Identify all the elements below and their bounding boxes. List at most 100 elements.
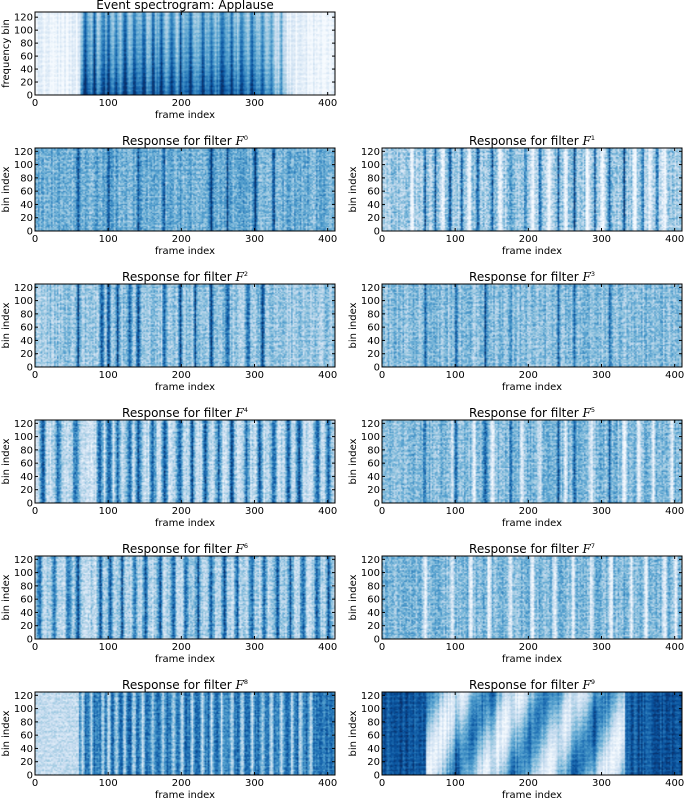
x-tick-label: 0: [32, 98, 38, 109]
x-tick-label: 400: [318, 370, 337, 381]
filter-index: 3: [591, 270, 595, 278]
filter-index: 5: [591, 406, 595, 414]
y-tick-label: 80: [20, 173, 33, 184]
y-tick-label: 100: [14, 296, 33, 307]
y-tick-label: 120: [361, 691, 380, 702]
plot-frame: [381, 147, 683, 232]
chart-title-text: Response for filter: [469, 542, 583, 556]
filter-symbol: F: [582, 406, 592, 420]
chart-f8: Response for filter F80 100 200 300 40002040…: [1, 678, 337, 798]
x-tick-label: 400: [665, 642, 684, 653]
x-tick-label: 400: [318, 98, 337, 109]
y-tick-label: 100: [361, 432, 380, 443]
y-tick-label: 60: [20, 52, 33, 63]
x-tick-label: 400: [318, 642, 337, 653]
y-tick-label: 80: [367, 309, 380, 320]
chart-f3: Response for filter F3 0 100 200 300 400 0 20 40…: [348, 270, 684, 393]
y-tick-label: 80: [367, 581, 380, 592]
heatmap-image: [35, 420, 335, 503]
y-tick-label: 120: [361, 555, 380, 566]
filter-index: 2: [244, 270, 248, 278]
x-tick-label: 400: [665, 506, 684, 517]
y-axis-label: bin index: [1, 710, 12, 756]
y-tick-label: 100: [14, 432, 33, 443]
x-tick-label: 200: [172, 506, 191, 517]
y-tick-label: 0: [27, 771, 33, 782]
y-axis-label: bin index: [348, 438, 359, 484]
chart-title: Response for filter F5: [469, 406, 595, 420]
plot-frame: [381, 419, 683, 504]
x-tick-label: 0: [32, 234, 38, 245]
heatmap-image: [35, 12, 335, 95]
filter-symbol: F: [582, 678, 592, 692]
y-tick-label: 80: [20, 309, 33, 320]
chart-title: Response for filter F0: [122, 134, 248, 148]
filter-symbol: F: [582, 542, 592, 556]
y-tick-label: 0: [27, 499, 33, 510]
heatmap-image: [382, 420, 682, 503]
x-tick-label: 100: [446, 506, 465, 517]
y-tick-label: 120: [14, 419, 33, 430]
y-axis-label: bin index: [1, 302, 12, 348]
y-tick-label: 0: [374, 771, 380, 782]
chart-title: Response for filter F4: [122, 406, 248, 420]
chart-title: Response for filter F2: [122, 270, 248, 284]
y-tick-label: 20: [367, 213, 380, 224]
y-axis-label: bin index: [1, 574, 12, 620]
filter-index: 9: [591, 678, 595, 686]
x-axis-label: frame index: [502, 246, 562, 257]
chart-title-text: Event spectrogram: Applause: [96, 0, 274, 12]
y-tick-label: 40: [367, 608, 380, 619]
plot-frame: [381, 283, 683, 368]
heatmap-image: [35, 692, 335, 775]
plot-frame: [381, 555, 683, 640]
y-tick-label: 60: [367, 323, 380, 334]
x-tick-label: 100: [99, 778, 118, 789]
y-tick-label: 120: [361, 283, 380, 294]
y-tick-label: 0: [374, 227, 380, 238]
y-tick-label: 20: [20, 213, 33, 224]
y-tick-label: 60: [367, 731, 380, 742]
y-tick-label: 60: [367, 595, 380, 606]
x-tick-label: 100: [446, 234, 465, 245]
chart-title: Event spectrogram: Applause: [96, 0, 274, 12]
chart-f1: Response for filter F1 0 100 200 300 400 0 20 40…: [348, 134, 684, 257]
y-tick-label: 100: [361, 704, 380, 715]
y-tick-label: 60: [20, 595, 33, 606]
filter-symbol: F: [235, 542, 245, 556]
y-tick-label: 60: [20, 731, 33, 742]
chart-title-text: Response for filter: [469, 134, 583, 148]
y-tick-label: 80: [367, 173, 380, 184]
x-tick-label: 200: [172, 98, 191, 109]
x-tick-label: 0: [32, 778, 38, 789]
x-tick-label: 400: [665, 234, 684, 245]
x-tick-label: 0: [379, 370, 385, 381]
chart-f4: Response for filter F40 100 200 300 40002040…: [1, 406, 337, 529]
y-axis-label: bin index: [348, 166, 359, 212]
plot-frame: [34, 147, 336, 232]
x-tick-label: 200: [172, 778, 191, 789]
filter-index: 8: [244, 678, 248, 686]
y-tick-label: 120: [14, 555, 33, 566]
x-tick-label: 300: [245, 370, 264, 381]
y-tick-label: 20: [20, 485, 33, 496]
heatmap-image: [382, 148, 682, 231]
y-tick-label: 40: [367, 336, 380, 347]
y-tick-label: 60: [367, 459, 380, 470]
plot-frame: [34, 283, 336, 368]
x-tick-label: 0: [379, 506, 385, 517]
y-tick-label: 40: [367, 744, 380, 755]
x-axis-label: frame index: [155, 246, 215, 257]
y-tick-label: 0: [27, 635, 33, 646]
x-tick-label: 0: [379, 234, 385, 245]
y-tick-label: 80: [20, 445, 33, 456]
filter-symbol: F: [235, 270, 245, 284]
y-tick-label: 20: [20, 349, 33, 360]
x-tick-label: 400: [318, 778, 337, 789]
x-tick-label: 300: [245, 234, 264, 245]
chart-f0: Response for filter F00 100 200 300 40002040…: [1, 134, 337, 257]
y-tick-label: 20: [20, 78, 33, 89]
filter-index: 7: [591, 542, 595, 550]
